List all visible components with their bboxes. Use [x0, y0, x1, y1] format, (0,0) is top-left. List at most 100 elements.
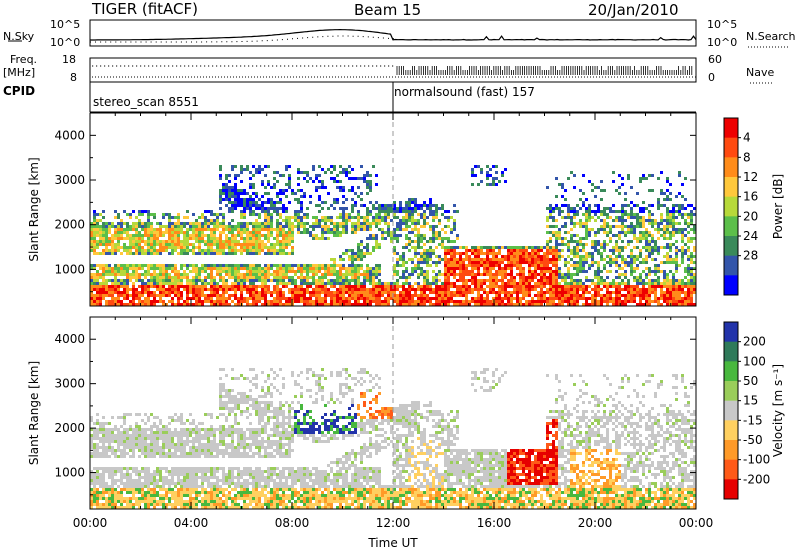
heatmap-cell: [192, 294, 195, 297]
heatmap-cell: [366, 180, 369, 183]
heatmap-cell: [384, 216, 387, 219]
heatmap-cell: [390, 207, 393, 210]
heatmap-cell: [387, 231, 390, 234]
heatmap-cell: [486, 267, 489, 270]
heatmap-cell: [555, 234, 558, 237]
heatmap-cell: [645, 258, 648, 261]
heatmap-cell: [387, 228, 390, 231]
heatmap-cell: [573, 174, 576, 177]
heatmap-cell: [420, 267, 423, 270]
heatmap-cell: [135, 231, 138, 234]
heatmap-cell: [540, 282, 543, 285]
heatmap-cell: [279, 249, 282, 252]
heatmap-cell: [297, 297, 300, 300]
heatmap-cell: [642, 282, 645, 285]
heatmap-cell: [126, 228, 129, 231]
heatmap-cell: [495, 165, 498, 168]
heatmap-cell: [306, 213, 309, 216]
heatmap-cell: [564, 300, 567, 303]
heatmap-cell: [552, 216, 555, 219]
heatmap-cell: [285, 285, 288, 288]
heatmap-cell: [633, 204, 636, 207]
heatmap-cell: [213, 225, 216, 228]
heatmap-cell: [660, 192, 663, 195]
heatmap-cell: [429, 258, 432, 261]
heatmap-cell: [396, 216, 399, 219]
heatmap-cell: [561, 288, 564, 291]
heatmap-cell: [237, 288, 240, 291]
heatmap-cell: [303, 276, 306, 279]
heatmap-cell: [171, 303, 174, 306]
heatmap-cell: [480, 252, 483, 255]
heatmap-cell: [321, 279, 324, 282]
heatmap-cell: [381, 288, 384, 291]
heatmap-cell: [660, 228, 663, 231]
heatmap-cell: [429, 204, 432, 207]
heatmap-cell: [636, 294, 639, 297]
heatmap-cell: [675, 279, 678, 282]
heatmap-cell: [96, 279, 99, 282]
heatmap-cell: [558, 252, 561, 255]
heatmap-cell: [108, 225, 111, 228]
heatmap-cell: [525, 291, 528, 294]
heatmap-cell: [387, 234, 390, 237]
heatmap-cell: [489, 276, 492, 279]
heatmap-cell: [126, 282, 129, 285]
heatmap-cell: [591, 300, 594, 303]
heatmap-cell: [588, 219, 591, 222]
heatmap-cell: [444, 285, 447, 288]
heatmap-cell: [105, 291, 108, 294]
heatmap-cell: [312, 282, 315, 285]
heatmap-cell: [384, 219, 387, 222]
heatmap-cell: [414, 255, 417, 258]
heatmap-cell: [585, 222, 588, 225]
heatmap-cell: [183, 249, 186, 252]
heatmap-cell: [186, 264, 189, 267]
heatmap-cell: [264, 294, 267, 297]
heatmap-cell: [465, 258, 468, 261]
heatmap-cell: [594, 231, 597, 234]
heatmap-cell: [192, 243, 195, 246]
heatmap-cell: [681, 213, 684, 216]
heatmap-cell: [162, 294, 165, 297]
heatmap-cell: [474, 276, 477, 279]
heatmap-cell: [300, 201, 303, 204]
heatmap-cell: [594, 288, 597, 291]
heatmap-cell: [165, 213, 168, 216]
heatmap-cell: [600, 282, 603, 285]
heatmap-cell: [483, 270, 486, 273]
heatmap-cell: [144, 243, 147, 246]
heatmap-cell: [666, 177, 669, 180]
heatmap-cell: [618, 303, 621, 306]
heatmap-cell: [369, 228, 372, 231]
heatmap-cell: [534, 282, 537, 285]
heatmap-cell: [519, 282, 522, 285]
heatmap-cell: [273, 171, 276, 174]
heatmap-cell: [327, 231, 330, 234]
heatmap-cell: [318, 198, 321, 201]
heatmap-cell: [102, 249, 105, 252]
heatmap-cell: [201, 240, 204, 243]
heatmap-cell: [591, 288, 594, 291]
heatmap-cell: [693, 276, 696, 279]
heatmap-cell: [321, 300, 324, 303]
heatmap-cell: [534, 303, 537, 306]
heatmap-cell: [540, 273, 543, 276]
heatmap-cell: [156, 273, 159, 276]
heatmap-cell: [141, 213, 144, 216]
heatmap-cell: [393, 207, 396, 210]
heatmap-cell: [591, 294, 594, 297]
heatmap-cell: [318, 276, 321, 279]
heatmap-cell: [366, 222, 369, 225]
heatmap-cell: [597, 279, 600, 282]
heatmap-cell: [516, 282, 519, 285]
heatmap-cell: [204, 279, 207, 282]
heatmap-cell: [447, 276, 450, 279]
heatmap-cell: [321, 201, 324, 204]
heatmap-cell: [141, 291, 144, 294]
heatmap-cell: [549, 225, 552, 228]
heatmap-cell: [372, 216, 375, 219]
heatmap-cell: [450, 273, 453, 276]
heatmap-cell: [315, 237, 318, 240]
heatmap-cell: [675, 240, 678, 243]
